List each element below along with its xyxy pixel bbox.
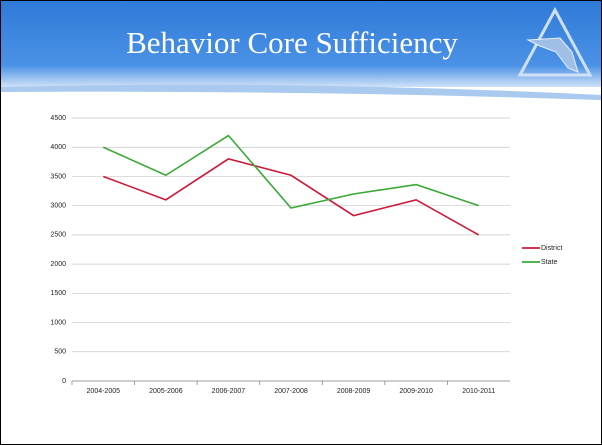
x-tick-label: 2010-2011 [462,388,495,395]
chart-title: Behavior Core Sufficiency [126,25,458,60]
x-tick-label: 2006-2007 [212,388,246,395]
series-line [103,158,480,236]
x-tick-label: 2005-2006 [149,388,183,395]
y-tick-label: 1500 [50,290,66,297]
legend-label: District [541,245,562,252]
header-swoosh [1,84,601,100]
x-tick-label: 2009-2010 [399,388,433,395]
series-line [102,134,479,209]
header-band [1,1,601,87]
y-tick-label: 2500 [50,232,66,239]
x-tick-label: 2008-2009 [337,388,371,395]
logo [517,6,593,77]
y-tick-label: 500 [54,349,66,356]
legend-label: State [541,259,557,266]
y-tick-label: 4500 [50,115,66,122]
y-tick-label: 2000 [50,261,66,268]
y-tick-label: 3000 [50,203,66,210]
y-tick-label: 0 [62,378,66,385]
y-tick-label: 3500 [50,173,66,180]
y-tick-label: 1000 [50,319,66,326]
y-tick-label: 4000 [50,144,66,151]
x-tick-label: 2004-2005 [87,388,121,395]
x-tick-label: 2007-2008 [274,388,308,395]
